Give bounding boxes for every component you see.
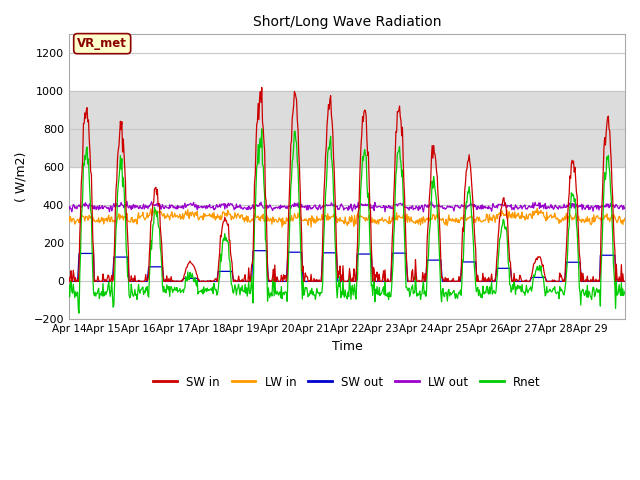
Bar — [69, 91, 625, 168]
Text: VR_met: VR_met — [77, 37, 127, 50]
Legend: SW in, LW in, SW out, LW out, Rnet: SW in, LW in, SW out, LW out, Rnet — [148, 371, 545, 393]
Title: Short/Long Wave Radiation: Short/Long Wave Radiation — [253, 15, 441, 29]
X-axis label: Time: Time — [332, 340, 362, 353]
Y-axis label: ( W/m2): ( W/m2) — [15, 152, 28, 202]
